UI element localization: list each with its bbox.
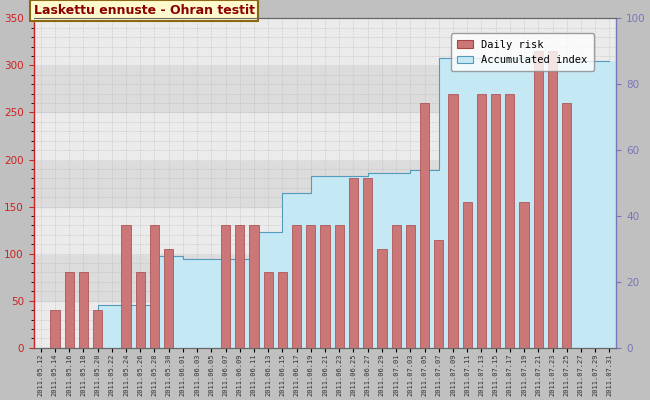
Bar — [463, 202, 472, 348]
Bar — [93, 310, 102, 348]
Bar — [34, 301, 616, 348]
Bar — [34, 65, 616, 112]
Bar — [519, 202, 528, 348]
Bar — [477, 94, 486, 348]
Bar — [136, 272, 145, 348]
Bar — [491, 94, 500, 348]
Bar — [264, 272, 273, 348]
Bar — [391, 226, 401, 348]
Text: Laskettu ennuste - Ohran testit: Laskettu ennuste - Ohran testit — [34, 4, 255, 17]
Bar — [34, 18, 616, 65]
Bar — [320, 226, 330, 348]
Bar — [150, 226, 159, 348]
Bar — [448, 94, 458, 348]
Bar — [292, 226, 301, 348]
Bar — [562, 103, 571, 348]
Bar — [505, 94, 515, 348]
Bar — [306, 226, 315, 348]
Bar — [122, 226, 131, 348]
Bar — [335, 226, 344, 348]
Bar — [34, 254, 616, 301]
Bar — [278, 272, 287, 348]
Bar — [164, 249, 174, 348]
Bar — [434, 240, 443, 348]
Bar — [363, 178, 372, 348]
Bar — [250, 226, 259, 348]
Bar — [34, 206, 616, 254]
Bar — [235, 226, 244, 348]
Bar — [349, 178, 358, 348]
Bar — [534, 51, 543, 348]
Legend: Daily risk, Accumulated index: Daily risk, Accumulated index — [451, 34, 594, 71]
Bar — [34, 160, 616, 206]
Bar — [79, 272, 88, 348]
Bar — [64, 272, 74, 348]
Bar — [406, 226, 415, 348]
Bar — [50, 310, 60, 348]
Bar — [420, 103, 429, 348]
Bar — [548, 51, 557, 348]
Bar — [377, 249, 387, 348]
Bar — [221, 226, 230, 348]
Bar — [34, 112, 616, 160]
